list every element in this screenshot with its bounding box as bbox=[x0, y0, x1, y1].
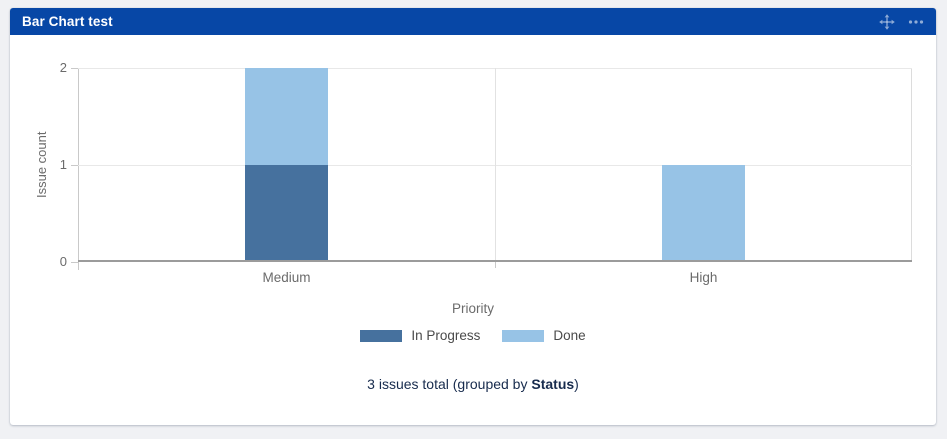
legend-label: Done bbox=[553, 328, 586, 343]
y-axis-line bbox=[78, 68, 79, 270]
category-separator bbox=[495, 68, 496, 262]
legend-label: In Progress bbox=[411, 328, 481, 343]
gadget-header: Bar Chart test bbox=[10, 8, 936, 35]
bar-segment-done[interactable] bbox=[662, 165, 745, 262]
gadget-header-icons bbox=[879, 13, 924, 30]
issues-summary-groupby: Status bbox=[531, 376, 575, 392]
x-axis-line bbox=[78, 260, 912, 262]
x-axis-tick-labels: Medium High bbox=[78, 270, 912, 287]
bar-segment-done[interactable] bbox=[245, 68, 328, 165]
x-category-label: High bbox=[689, 270, 718, 285]
y-tick-label: 1 bbox=[59, 157, 67, 172]
issues-summary-suffix: ) bbox=[574, 376, 579, 392]
y-tick-label: 2 bbox=[59, 60, 67, 75]
y-axis-tick-labels: 0 1 2 bbox=[10, 60, 67, 269]
x-axis-title: Priority bbox=[451, 301, 494, 316]
y-tick-mark bbox=[71, 164, 78, 166]
move-icon[interactable] bbox=[879, 13, 895, 30]
chart-legend: In Progress Done bbox=[10, 328, 936, 343]
issues-summary: 3 issues total (grouped by Status) bbox=[10, 376, 936, 392]
y-tick-mark bbox=[71, 261, 78, 263]
issues-summary-prefix: 3 issues total (grouped by bbox=[367, 376, 532, 392]
ellipsis-menu-icon[interactable] bbox=[908, 14, 924, 30]
bar-segment-in-progress[interactable] bbox=[245, 165, 328, 262]
plot-area bbox=[71, 67, 912, 270]
gadget-title: Bar Chart test bbox=[22, 14, 113, 29]
x-category-label: Medium bbox=[262, 270, 311, 285]
dashboard-gadget: Bar Chart test I bbox=[10, 8, 936, 425]
y-tick-label: 0 bbox=[59, 254, 67, 269]
x-tick-mark bbox=[495, 262, 496, 268]
legend-item: In Progress bbox=[360, 328, 480, 343]
y-tick-mark bbox=[71, 67, 78, 69]
legend-swatch bbox=[502, 329, 545, 342]
legend-item: Done bbox=[502, 328, 586, 343]
legend-swatch bbox=[360, 329, 403, 342]
